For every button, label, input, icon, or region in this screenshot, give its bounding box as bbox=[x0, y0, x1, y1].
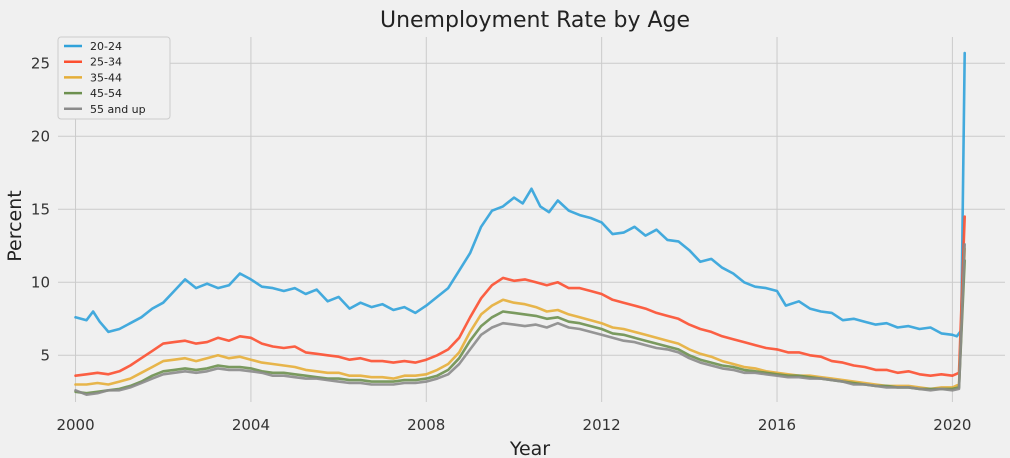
x-tick-label: 2008 bbox=[407, 416, 445, 434]
y-axis-ticks: 5 10 15 20 25 bbox=[31, 54, 50, 364]
legend-box bbox=[57, 36, 171, 120]
x-axis-ticks: 2000 2004 2008 2012 2016 2020 bbox=[56, 416, 971, 434]
x-tick-label: 2016 bbox=[758, 416, 796, 434]
x-tick-label: 2020 bbox=[933, 416, 971, 434]
x-tick-label: 2000 bbox=[56, 416, 94, 434]
y-axis-title: Percent bbox=[4, 190, 26, 262]
series-line-5 bbox=[74, 243, 967, 397]
series-line-1 bbox=[74, 51, 967, 338]
x-axis-title: Year bbox=[509, 438, 550, 458]
y-tick-label: 15 bbox=[31, 200, 50, 218]
legend-label: 20-24 bbox=[90, 40, 122, 53]
legend-label: 55 and up bbox=[90, 103, 146, 116]
series-lines bbox=[74, 51, 967, 397]
legend-label: 35-44 bbox=[90, 71, 122, 84]
y-tick-label: 20 bbox=[31, 127, 50, 145]
x-tick-label: 2004 bbox=[232, 416, 270, 434]
legend-label: 45-54 bbox=[90, 87, 122, 100]
y-tick-label: 25 bbox=[31, 54, 50, 72]
chart-title: Unemployment Rate by Age bbox=[380, 8, 690, 33]
legend-label: 25-34 bbox=[90, 56, 122, 69]
series-line-2 bbox=[74, 215, 967, 378]
y-tick-label: 5 bbox=[40, 346, 50, 364]
legend: 20-24 25-34 35-44 45-54 55 and up bbox=[57, 36, 171, 120]
x-tick-label: 2012 bbox=[583, 416, 621, 434]
y-tick-label: 10 bbox=[31, 273, 50, 291]
series-line-3 bbox=[74, 247, 967, 391]
